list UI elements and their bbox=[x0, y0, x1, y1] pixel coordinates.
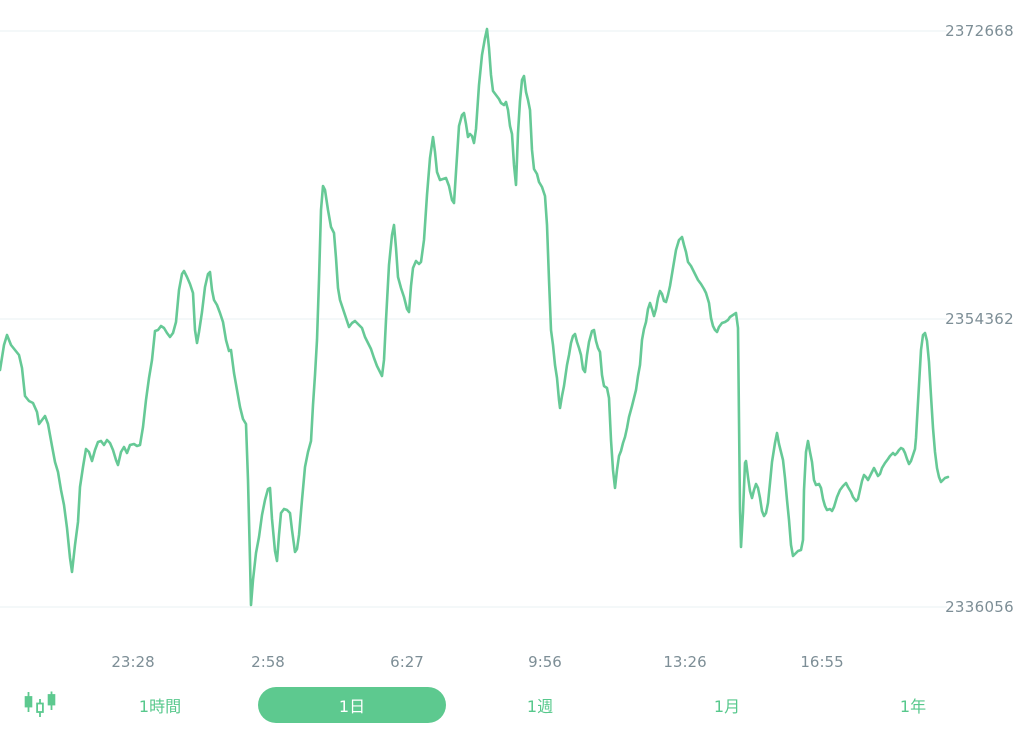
x-axis-tick-label: 16:55 bbox=[800, 653, 844, 671]
price-line-chart[interactable] bbox=[0, 0, 952, 620]
range-button-1y[interactable]: 1年 bbox=[900, 693, 926, 717]
x-axis-tick-label: 9:56 bbox=[528, 653, 562, 671]
candlestick-chart-toggle-button[interactable] bbox=[22, 691, 58, 719]
range-button-1m[interactable]: 1月 bbox=[714, 693, 740, 717]
candlestick-icon bbox=[24, 691, 56, 717]
x-axis-tick-label: 13:26 bbox=[663, 653, 707, 671]
x-axis-tick-label: 6:27 bbox=[390, 653, 424, 671]
range-button-1w[interactable]: 1週 bbox=[527, 693, 553, 717]
y-axis-tick-label: 2336056 bbox=[945, 598, 1014, 616]
x-axis-tick-label: 2:58 bbox=[251, 653, 285, 671]
range-button-1h[interactable]: 1時間 bbox=[139, 693, 181, 717]
y-axis-tick-label: 2354362 bbox=[945, 310, 1014, 328]
range-button-1d[interactable]: 1日 bbox=[258, 687, 446, 723]
price-line bbox=[0, 27, 950, 607]
x-axis-tick-label: 23:28 bbox=[111, 653, 155, 671]
y-axis-tick-label: 2372668 bbox=[945, 22, 1014, 40]
